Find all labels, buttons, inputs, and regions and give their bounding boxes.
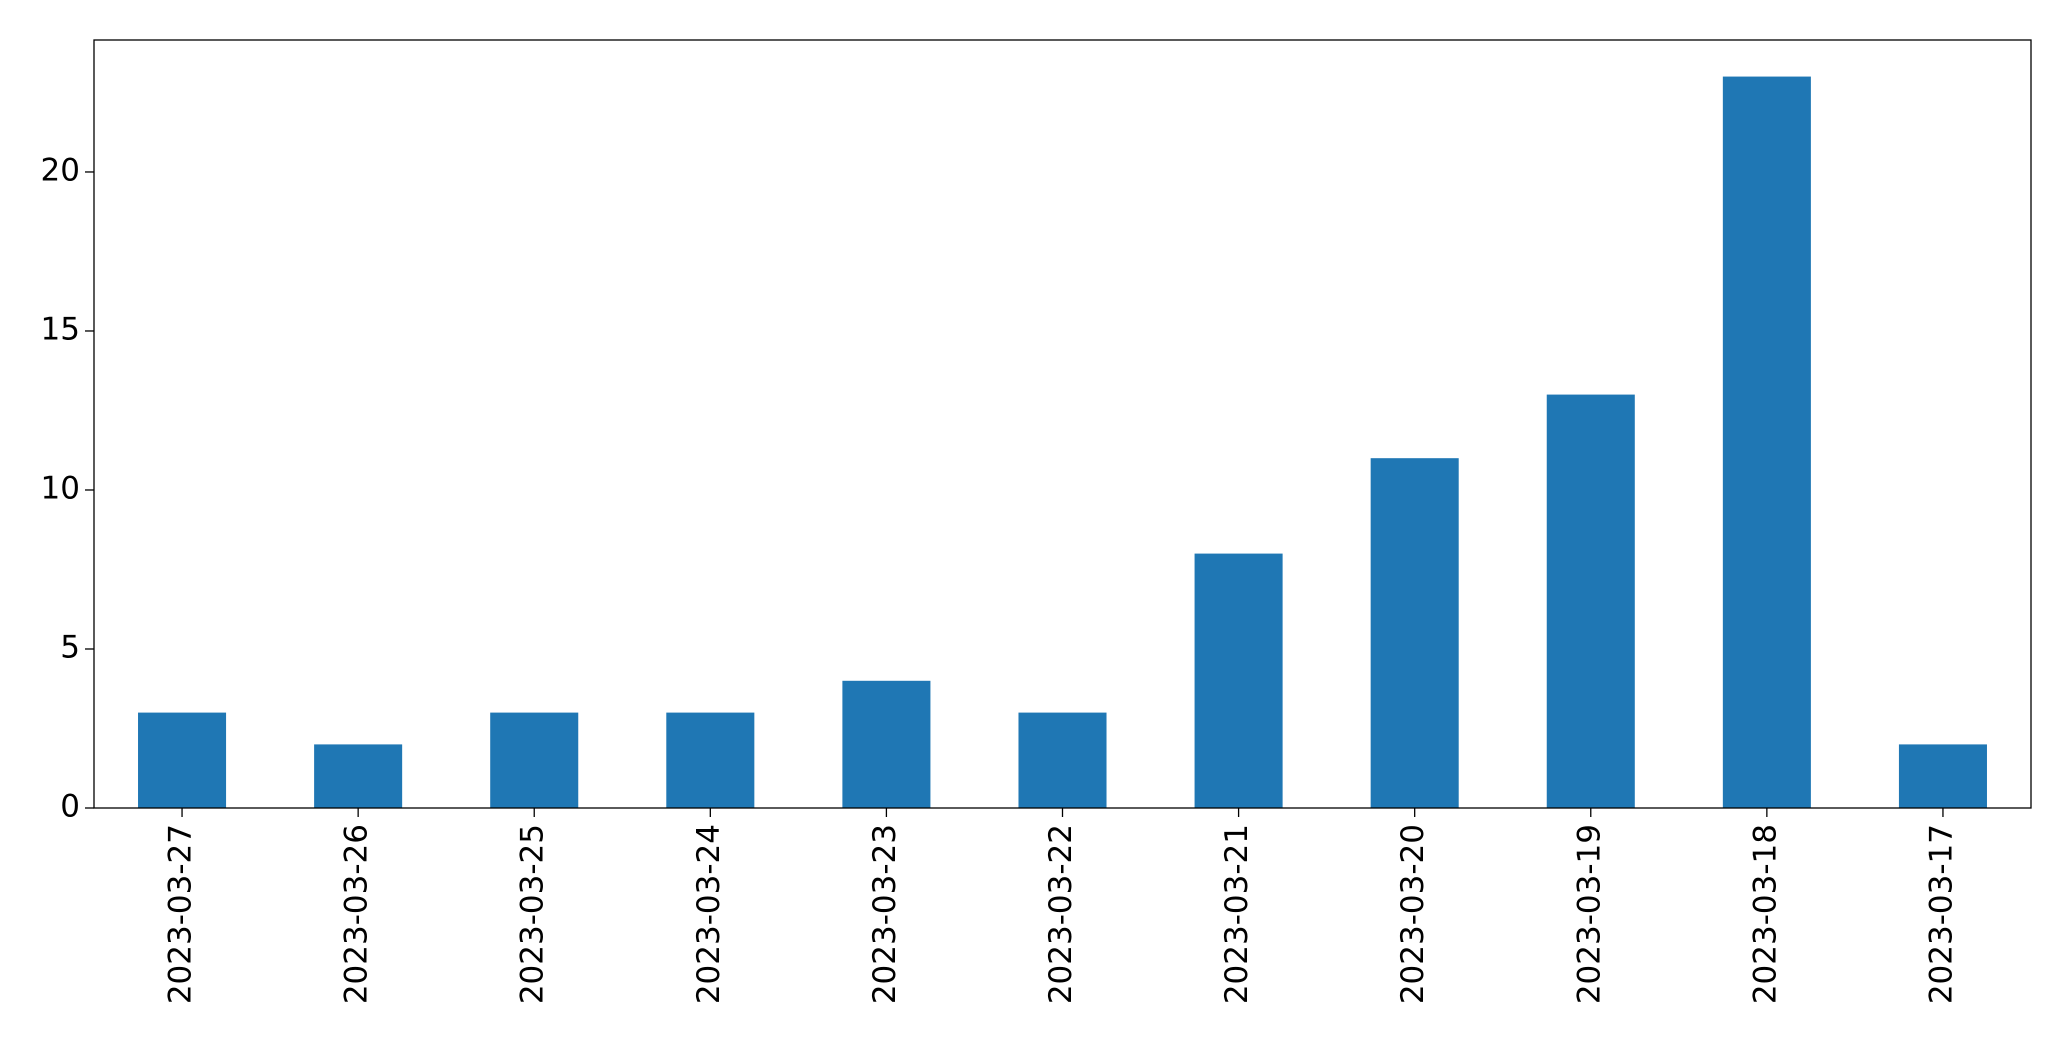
bar	[314, 744, 403, 808]
bar	[1194, 553, 1283, 808]
bar	[666, 712, 755, 808]
x-tick-label: 2023-03-27	[163, 824, 199, 1004]
y-tick-label: 20	[41, 152, 80, 188]
bar	[138, 712, 227, 808]
x-tick-label: 2023-03-23	[867, 824, 903, 1004]
x-tick-label: 2023-03-20	[1395, 824, 1431, 1004]
bar	[1546, 394, 1635, 808]
bar	[490, 712, 579, 808]
bar	[1018, 712, 1107, 808]
x-tick-label: 2023-03-22	[1043, 824, 1079, 1004]
y-tick-label: 0	[60, 789, 80, 825]
bar	[1370, 458, 1459, 808]
x-tick-label: 2023-03-19	[1571, 824, 1607, 1004]
bar	[842, 680, 931, 808]
x-tick-label: 2023-03-17	[1923, 824, 1959, 1004]
y-tick-label: 15	[41, 311, 80, 347]
bar	[1722, 76, 1811, 809]
y-tick-label: 10	[41, 470, 80, 506]
x-tick-label: 2023-03-25	[515, 824, 551, 1004]
x-tick-label: 2023-03-18	[1747, 824, 1783, 1004]
x-tick-label: 2023-03-21	[1219, 824, 1255, 1004]
x-tick-label: 2023-03-24	[691, 824, 727, 1004]
bar	[1898, 744, 1987, 808]
plot-frame	[93, 39, 2032, 809]
x-tick-label: 2023-03-26	[339, 824, 375, 1004]
y-tick-label: 5	[60, 629, 80, 665]
